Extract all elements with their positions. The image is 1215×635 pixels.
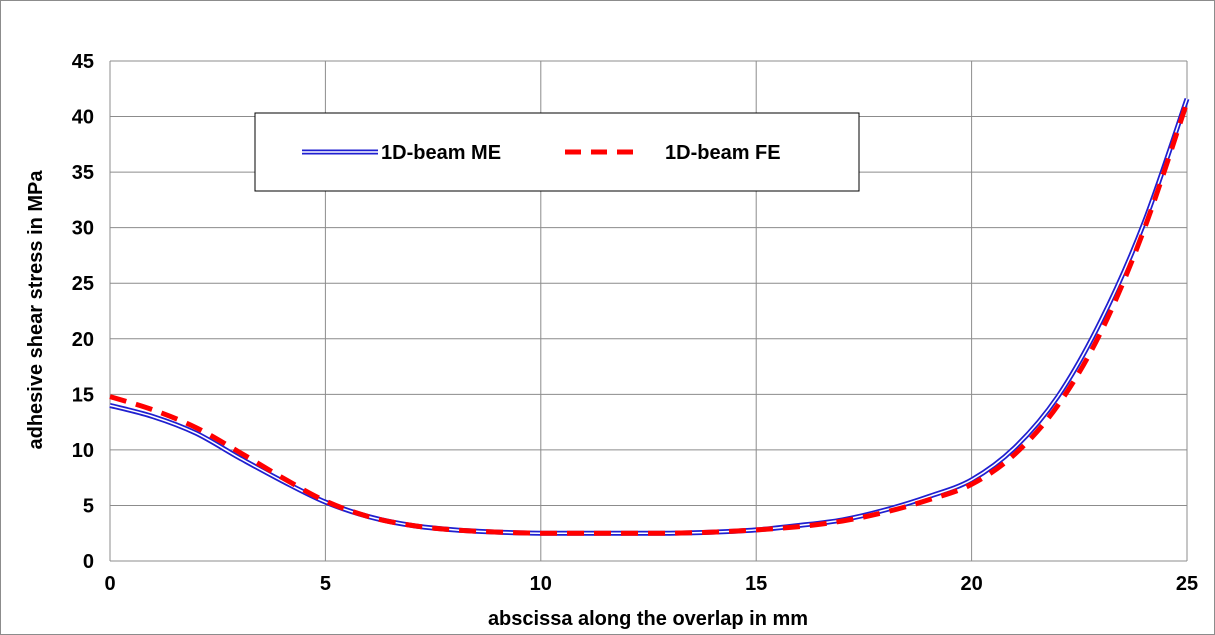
x-tick-label: 0 [104,573,115,595]
series-fe [109,101,1190,536]
y-tick-label: 10 [72,440,94,462]
series-me [109,97,1190,536]
y-tick-label: 15 [72,384,94,406]
x-tick-label: 15 [745,573,767,595]
y-axis-ticks: 0 5 10 15 20 25 30 35 40 45 [72,51,94,573]
series-line-inner [109,98,1188,535]
x-tick-label: 25 [1176,573,1198,595]
y-tick-label: 25 [72,273,94,295]
legend-label-me: 1D-beam ME [381,142,501,164]
legend-label-fe: 1D-beam FE [665,142,781,164]
series-layer [109,97,1190,536]
legend-entry-me: 1D-beam ME [302,142,501,164]
y-tick-label: 5 [83,495,94,517]
y-tick-label: 40 [72,107,94,129]
legend: 1D-beam ME 1D-beam FE [254,112,860,192]
x-tick-label: 10 [530,573,552,595]
y-tick-label: 35 [72,162,94,184]
x-tick-label: 5 [320,573,331,595]
y-tick-label: 20 [72,329,94,351]
y-axis-title: adhesive shear stress in MPa [25,170,47,450]
legend-entry-fe: 1D-beam FE [565,142,781,164]
x-axis-title: abscissa along the overlap in mm [488,608,808,630]
y-tick-label: 0 [83,551,94,573]
y-tick-label: 30 [72,218,94,240]
y-tick-label: 45 [72,51,94,73]
series-line [109,101,1190,536]
x-axis-ticks: 0 5 10 15 20 25 [104,573,1198,595]
x-tick-label: 20 [960,573,982,595]
